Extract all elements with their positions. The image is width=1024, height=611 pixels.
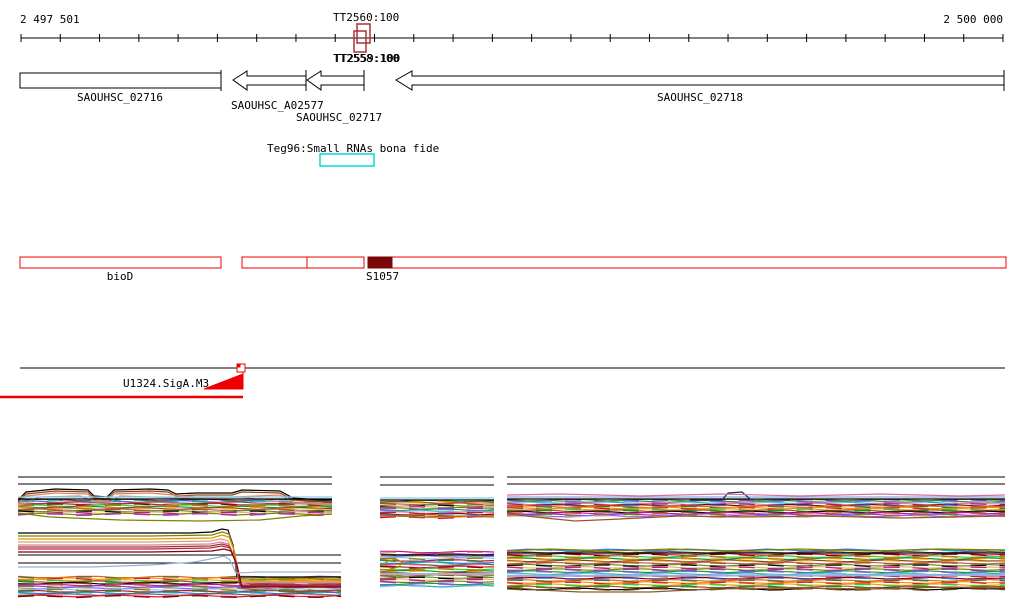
profile-feature-line: [18, 534, 341, 582]
profile-line: [506, 509, 1006, 513]
profile-line: [506, 501, 1006, 505]
profile-line: [506, 565, 1006, 569]
profile-line: [17, 504, 333, 508]
profile-line: [506, 505, 1006, 509]
srna-teg96-box[interactable]: [319, 153, 375, 167]
profile-line: [506, 557, 1006, 561]
profile-line: [379, 585, 495, 589]
profile-line: [17, 594, 342, 598]
profile-line: [506, 588, 1006, 592]
srna-label-s1057: S1057: [366, 270, 400, 283]
profile-feature-line: [18, 528, 341, 578]
tss-marker-notch: [236, 363, 241, 368]
profile-feature-line: [17, 492, 333, 505]
profile-feature-line: [236, 587, 342, 592]
profile-feature-line: [17, 490, 333, 503]
transcript-box[interactable]: [241, 256, 365, 269]
profile-line: [17, 513, 333, 517]
srna-s1057-box[interactable]: [367, 256, 393, 269]
profile-feature-line: [18, 531, 341, 580]
profile-line: [506, 585, 1006, 589]
profile-line: [506, 552, 1006, 556]
terminator-box[interactable]: [356, 23, 371, 44]
profile-line: [506, 580, 1006, 585]
profile-line: [506, 555, 1006, 558]
tss-label-u1324-siga-m3: U1324.SigA.M3: [123, 377, 210, 390]
ruler-start-coordinate: 2 497 501: [20, 13, 80, 26]
profile-line: [506, 559, 1006, 563]
profile-line: [506, 561, 1006, 565]
gene-saouhsc-02716[interactable]: [19, 72, 222, 89]
profile-line: [506, 507, 1006, 511]
profile-feature-line: [506, 574, 1006, 577]
ruler-end-coordinate: 2 500 000: [943, 13, 1003, 26]
profile-line: [17, 588, 342, 592]
profile-line: [506, 585, 1006, 589]
profile-feature-line: [506, 493, 1006, 497]
profile-feature-line: [18, 543, 342, 586]
profile-line: [506, 566, 1006, 570]
profile-feature-line: [17, 488, 332, 501]
profile-line: [506, 502, 1006, 506]
profile-line: [379, 555, 495, 559]
profile-line: [506, 579, 1006, 583]
tss-marker-square[interactable]: [236, 363, 246, 373]
profile-line: [506, 577, 1006, 581]
profile-line: [506, 583, 1006, 587]
profile-line: [506, 567, 1006, 572]
gene-saouhsc-02717[interactable]: [306, 70, 365, 91]
profile-line: [506, 559, 1006, 563]
terminator-label-tt2559: TT2559:100: [334, 52, 401, 65]
profile-line: [379, 570, 495, 574]
transcript-box[interactable]: [367, 256, 1007, 269]
profile-feature-line: [379, 514, 495, 518]
profile-feature-line: [506, 586, 1006, 593]
profile-feature-line: [18, 548, 341, 588]
profile-line: [379, 580, 495, 584]
profile-line: [379, 567, 495, 571]
tss-promoter-flag[interactable]: [203, 373, 244, 390]
profile-line: [379, 559, 495, 563]
profile-line: [506, 570, 1006, 574]
profile-line: [506, 555, 1006, 559]
profile-line: [379, 565, 495, 570]
gene-label-saouhsc-02716: SAOUHSC_02716: [76, 91, 164, 104]
profile-feature-line: [690, 491, 791, 501]
profile-line: [17, 591, 342, 595]
profile-line: [506, 570, 1006, 574]
profile-line: [506, 563, 1006, 567]
profile-feature-line: [506, 513, 1006, 522]
profile-line: [506, 576, 1006, 580]
gene-saouhsc-a02577[interactable]: [232, 70, 307, 91]
gene-label-saouhsc-02717: SAOUHSC_02717: [296, 111, 383, 124]
profile-line: [379, 581, 495, 584]
gene-label-saouhsc-02718: SAOUHSC_02718: [656, 91, 744, 104]
profile-feature-line: [17, 512, 333, 522]
profile-line: [379, 576, 495, 580]
profile-feature-line: [18, 545, 341, 587]
profile-line: [506, 562, 1006, 566]
profile-line: [506, 515, 1006, 519]
profile-line: [506, 564, 1006, 568]
gene-label-saouhsc-a02577: SAOUHSC_A02577: [231, 99, 324, 112]
srna-teg96-label: Teg96:Small RNAs bona fide: [267, 142, 440, 155]
profile-feature-line: [506, 548, 1006, 552]
transcript-label-biod: bioD: [106, 270, 134, 283]
transcript-biod-box[interactable]: [19, 256, 222, 269]
terminator-box[interactable]: [353, 30, 367, 53]
profile-line: [17, 586, 342, 590]
profile-line: [506, 506, 1006, 510]
gene-saouhsc-02718[interactable]: [395, 70, 1005, 91]
terminator-label-tt2560: TT2560:100: [333, 11, 400, 24]
profile-feature-line: [18, 555, 341, 574]
profile-line: [506, 578, 1006, 582]
profile-line: [506, 511, 1006, 515]
profile-line: [506, 557, 1006, 561]
profile-line: [506, 583, 1006, 587]
terminator-label-tt2558: TT2558:100: [333, 52, 400, 65]
